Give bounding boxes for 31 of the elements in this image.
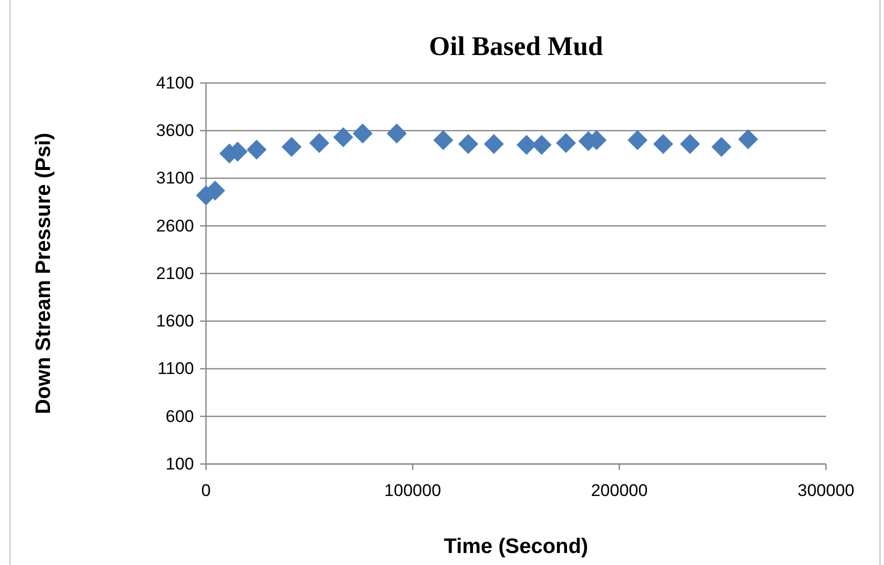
y-tick-label: 4100 xyxy=(156,73,194,92)
point xyxy=(333,127,354,148)
y-tick-label: 600 xyxy=(166,406,194,426)
x-tick-label: 100000 xyxy=(384,481,442,500)
x-tick-label: 0 xyxy=(201,481,211,500)
point xyxy=(628,130,648,150)
point xyxy=(309,133,330,154)
x-tick-label: 200000 xyxy=(590,481,648,500)
y-tick-label: 3100 xyxy=(156,168,194,188)
point xyxy=(282,136,302,157)
y-axis-title: Down Stream Pressure (Psi) xyxy=(32,132,55,414)
point xyxy=(352,123,373,144)
point xyxy=(386,123,407,144)
y-tick-label: 1100 xyxy=(157,359,194,378)
x-axis-title: Time (Second) xyxy=(444,535,588,558)
point xyxy=(738,129,758,150)
y-tick-label: 3600 xyxy=(156,121,194,140)
point xyxy=(680,134,700,154)
point xyxy=(711,136,732,157)
y-tick-label: 2600 xyxy=(156,216,194,236)
y-tick-label: 1600 xyxy=(156,312,194,331)
chart-title: Oil Based Mud xyxy=(428,31,604,61)
x-tick-label: 300000 xyxy=(798,481,854,500)
point xyxy=(653,134,674,154)
y-tick-label: 2100 xyxy=(156,264,194,283)
point xyxy=(246,140,267,160)
point xyxy=(556,133,576,154)
point xyxy=(433,130,454,150)
y-tick-label: 100 xyxy=(166,454,194,474)
point xyxy=(484,134,504,154)
point xyxy=(458,134,478,154)
